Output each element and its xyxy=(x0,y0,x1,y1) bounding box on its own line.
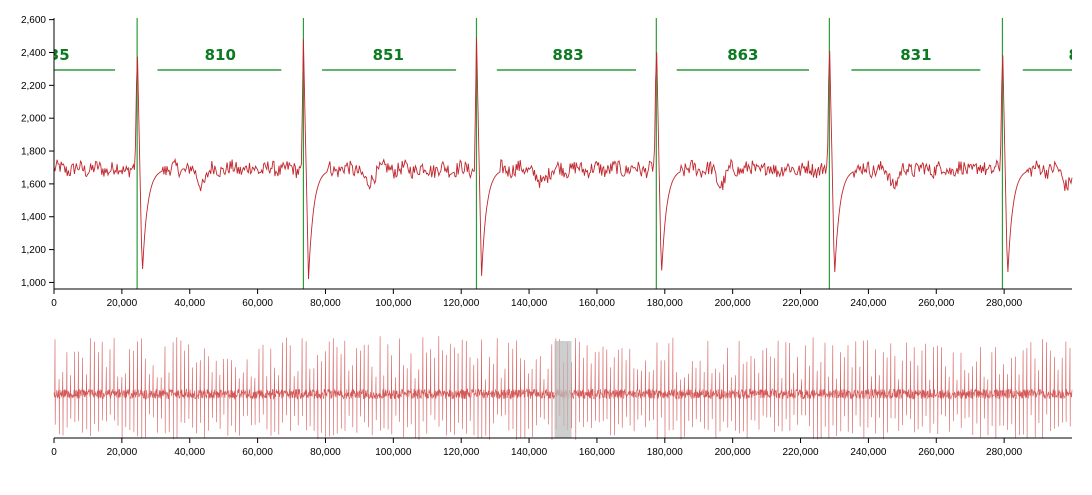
y-tick-label-6: 2,200 xyxy=(21,81,46,92)
x-tick-label-5: 100,000 xyxy=(375,298,412,309)
rr-interval-label-0: 835 xyxy=(38,46,69,64)
overview-ecg-chart: 0 20,000 40,000 60,000 80,000 100,000 120,000 1… xyxy=(51,336,1073,458)
y-tick-label-4: 1,800 xyxy=(21,147,46,158)
rr-interval-label-2: 851 xyxy=(373,46,404,64)
x-tick-label-2: 40,000 xyxy=(174,298,205,309)
x-tick-label-10: 200,000 xyxy=(715,298,752,309)
overview-x-tick-label-7: 140,000 xyxy=(511,447,548,458)
main-x-axis: 0 20,000 40,000 60,000 80,000 100,000 120,000 1… xyxy=(51,288,1072,309)
overview-x-tick-label-2: 40,000 xyxy=(174,447,205,458)
brush-selection[interactable] xyxy=(554,341,572,438)
x-tick-label-14: 280,000 xyxy=(986,298,1023,309)
x-tick-label-3: 60,000 xyxy=(242,298,273,309)
main-plot-area: 835 810 851 883 863 831 8 xyxy=(38,18,1078,289)
rr-interval-label-6: 8 xyxy=(1068,46,1078,64)
overview-x-tick-label-11: 220,000 xyxy=(782,447,819,458)
overview-x-tick-label-9: 180,000 xyxy=(647,447,684,458)
x-tick-label-6: 120,000 xyxy=(443,298,480,309)
overview-x-tick-label-13: 260,000 xyxy=(918,447,955,458)
rr-interval-label-5: 831 xyxy=(900,46,931,64)
y-tick-label-8: 2,600 xyxy=(21,15,46,26)
x-tick-label-7: 140,000 xyxy=(511,298,548,309)
y-tick-label-5: 2,000 xyxy=(21,114,46,125)
ecg-signal-line xyxy=(53,37,1073,280)
rr-interval-group: 835 810 851 883 863 831 8 xyxy=(38,46,1078,71)
x-tick-label-1: 20,000 xyxy=(107,298,138,309)
overview-x-tick-label-12: 240,000 xyxy=(850,447,887,458)
rr-interval-label-4: 863 xyxy=(727,46,758,64)
y-tick-label-0: 1,000 xyxy=(21,278,46,289)
rr-interval-label-3: 883 xyxy=(552,46,583,64)
overview-x-tick-label-1: 20,000 xyxy=(107,447,138,458)
x-tick-label-12: 240,000 xyxy=(850,298,887,309)
y-tick-label-1: 1,200 xyxy=(21,245,46,256)
y-tick-label-2: 1,400 xyxy=(21,212,46,223)
x-tick-label-13: 260,000 xyxy=(918,298,955,309)
rr-interval-label-1: 810 xyxy=(205,46,236,64)
x-tick-label-11: 220,000 xyxy=(782,298,819,309)
overview-brush[interactable] xyxy=(554,341,572,438)
y-tick-label-3: 1,600 xyxy=(21,179,46,190)
x-tick-label-4: 80,000 xyxy=(310,298,341,309)
overview-x-tick-label-3: 60,000 xyxy=(242,447,273,458)
overview-x-tick-label-8: 160,000 xyxy=(579,447,616,458)
overview-x-tick-label-5: 100,000 xyxy=(375,447,412,458)
x-tick-label-0: 0 xyxy=(51,298,57,309)
x-tick-label-9: 180,000 xyxy=(647,298,684,309)
y-tick-label-7: 2,400 xyxy=(21,48,46,59)
overview-x-tick-label-6: 120,000 xyxy=(443,447,480,458)
main-ecg-chart: 835 810 851 883 863 831 8 0 20,000 40,000 60,000 8… xyxy=(21,15,1078,309)
overview-x-tick-label-14: 280,000 xyxy=(986,447,1023,458)
overview-x-tick-label-10: 200,000 xyxy=(715,447,752,458)
overview-x-axis: 0 20,000 40,000 60,000 80,000 100,000 120,000 1… xyxy=(51,437,1072,458)
overview-x-tick-label-0: 0 xyxy=(51,447,57,458)
x-tick-label-8: 160,000 xyxy=(579,298,616,309)
main-y-axis: 1,000 1,200 1,400 1,600 1,800 2,000 2,200 2,400… xyxy=(21,15,55,289)
overview-x-tick-label-4: 80,000 xyxy=(310,447,341,458)
